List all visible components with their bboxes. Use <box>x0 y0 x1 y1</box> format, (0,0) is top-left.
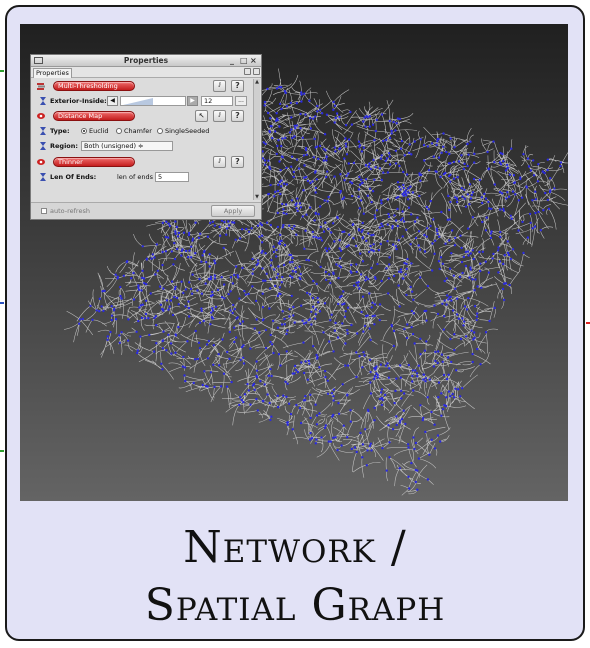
apply-button[interactable]: Apply <box>211 205 255 217</box>
properties-window[interactable]: Properties _ □ × Properties Multi-Thresh… <box>30 54 262 220</box>
module-multi-thresholding-button[interactable]: Multi-Thresholding <box>53 81 135 91</box>
exterior-inside-value-field[interactable]: 12 <box>201 96 233 106</box>
hourglass-icon-4 <box>40 173 46 181</box>
graph-nodes <box>78 85 563 491</box>
region-label: Region: <box>50 142 78 150</box>
connection-icon-2[interactable]: ⅈ <box>213 110 226 122</box>
exterior-inside-label: Exterior-Inside: <box>50 97 107 105</box>
exterior-inside-slider[interactable] <box>120 96 186 106</box>
scroll-up-icon[interactable]: ▲ <box>255 79 259 85</box>
axis-marker-blue <box>0 302 4 304</box>
axis-marker-green <box>0 70 4 72</box>
module-eye-icon <box>37 113 45 119</box>
stack-icon <box>37 83 45 90</box>
window-title: Properties <box>123 56 169 65</box>
module-row-distance-map: Distance Map ↖ ⅈ ? <box>31 109 253 123</box>
slider-left-arrow-icon[interactable]: ◀ <box>107 96 118 106</box>
help-button[interactable]: ? <box>231 80 244 92</box>
more-options-button[interactable]: ... <box>235 96 247 106</box>
module-thinner-button[interactable]: Thinner <box>53 157 135 167</box>
connection-icon[interactable]: ⅈ <box>213 80 226 92</box>
pin-icon[interactable] <box>244 68 251 75</box>
hourglass-icon-3 <box>40 142 46 150</box>
module-distance-map-button[interactable]: Distance Map <box>53 111 135 121</box>
hourglass-icon <box>40 97 46 105</box>
maximize-icon[interactable]: □ <box>240 56 248 65</box>
module-eye-icon-2 <box>37 159 45 165</box>
vertical-scrollbar[interactable]: ▲ ▼ <box>253 79 260 200</box>
len-of-ends-value-field[interactable]: 5 <box>155 172 189 182</box>
window-footer: auto-refresh Apply <box>31 202 261 219</box>
properties-content: Multi-Thresholding ⅈ ? Exterior-Inside: … <box>31 78 253 202</box>
type-label: Type: <box>50 127 70 135</box>
module-row-thinner: Thinner ⅈ ? <box>31 155 253 169</box>
param-row-len-of-ends: Len Of Ends: len of ends 5 <box>31 170 253 184</box>
radio-singleseeded[interactable]: SingleSeeded <box>157 127 209 135</box>
hourglass-icon-2 <box>40 127 46 135</box>
module-row-multi-thresholding: Multi-Thresholding ⅈ ? <box>31 79 253 93</box>
param-row-region: Region: Both (unsigned) ≑ <box>31 139 253 153</box>
len-of-ends-label: Len Of Ends: <box>50 173 97 181</box>
region-select[interactable]: Both (unsigned) ≑ <box>81 141 173 151</box>
help-button-3[interactable]: ? <box>231 156 244 168</box>
radio-chamfer[interactable]: Chamfer <box>116 127 152 135</box>
window-titlebar[interactable]: Properties _ □ × <box>31 55 261 67</box>
minimize-icon[interactable]: _ <box>230 56 234 65</box>
slider-right-arrow-icon[interactable]: ▶ <box>187 96 198 106</box>
len-of-ends-field-label: len of ends <box>117 173 153 181</box>
tab-bar: Properties <box>31 67 261 78</box>
radio-euclid[interactable]: Euclid <box>81 127 109 135</box>
auto-refresh-label: auto-refresh <box>50 207 90 215</box>
auto-refresh-checkbox[interactable] <box>41 208 47 214</box>
cursor-icon[interactable]: ↖ <box>195 110 208 122</box>
axis-marker-red <box>586 322 590 324</box>
float-icon[interactable] <box>253 68 260 75</box>
help-button-2[interactable]: ? <box>231 110 244 122</box>
close-icon[interactable]: × <box>250 56 257 65</box>
tab-properties[interactable]: Properties <box>33 68 72 78</box>
scroll-down-icon[interactable]: ▼ <box>255 194 259 200</box>
param-row-type: Type: Euclid Chamfer SingleSeeded <box>31 124 253 138</box>
window-menu-icon[interactable] <box>34 57 43 64</box>
axis-marker-green-lower <box>0 450 4 452</box>
caption-line-1: Network / <box>183 522 407 573</box>
param-row-exterior-inside: Exterior-Inside: ◀ ▶ 12 ... <box>31 94 253 108</box>
connection-icon-3[interactable]: ⅈ <box>213 156 226 168</box>
caption-line-2: Spatial Graph <box>144 580 446 631</box>
